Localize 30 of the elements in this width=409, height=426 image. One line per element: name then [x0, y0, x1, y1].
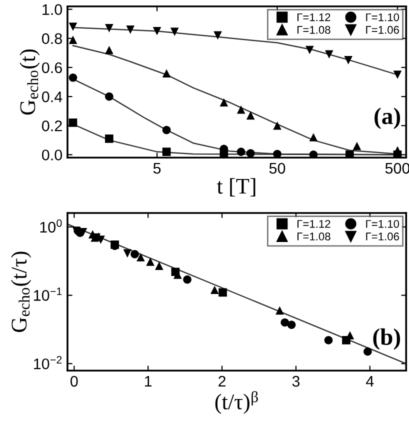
x-axis-title: t [T]	[216, 178, 256, 197]
y-tick-label: 10$^{−2}$	[34, 356, 62, 370]
legend-label: Γ=1.06	[366, 26, 399, 34]
y-tick-label: 0.0	[42, 150, 62, 160]
y-tick-label: 0.6	[42, 62, 62, 74]
x-tick-label: 4	[366, 376, 374, 387]
y-tick-label: 0.4	[42, 91, 62, 102]
x-tick-label: 3	[292, 376, 300, 387]
x-tick-label: 2	[218, 376, 226, 387]
x-tick-label: 5	[153, 163, 161, 174]
y-tick-label: 0.8	[42, 33, 62, 44]
legend-label: Γ=1.12	[297, 13, 330, 22]
x-tick-label: 1	[145, 376, 152, 387]
y-tick-label: 10$^{−1}$	[34, 288, 62, 301]
x-tick-label: 50	[269, 162, 286, 174]
annotation: (b)	[373, 328, 400, 350]
y-axis-title: G$_{echo}$(t/τ)	[11, 252, 32, 332]
legend-label: Γ=1.06	[366, 232, 399, 240]
legend-label: Γ=1.12	[297, 220, 330, 228]
legend-label: Γ=1.10	[366, 13, 400, 22]
y-axis-title: G$_{echo}$(t)	[20, 49, 40, 115]
y-tick-label: 10$^{0}$	[40, 219, 62, 233]
legend-label: Γ=1.08	[297, 232, 330, 240]
legend-label: Γ=1.10	[366, 220, 400, 228]
x-tick-label: 0	[70, 376, 78, 387]
annotation: (a)	[374, 108, 400, 130]
x-axis-title: (t/τ)$^{β}$	[215, 391, 258, 414]
y-tick-label: 0.2	[42, 120, 62, 132]
legend-label: Γ=1.08	[297, 26, 330, 34]
y-tick-label: 1.0	[42, 4, 62, 15]
